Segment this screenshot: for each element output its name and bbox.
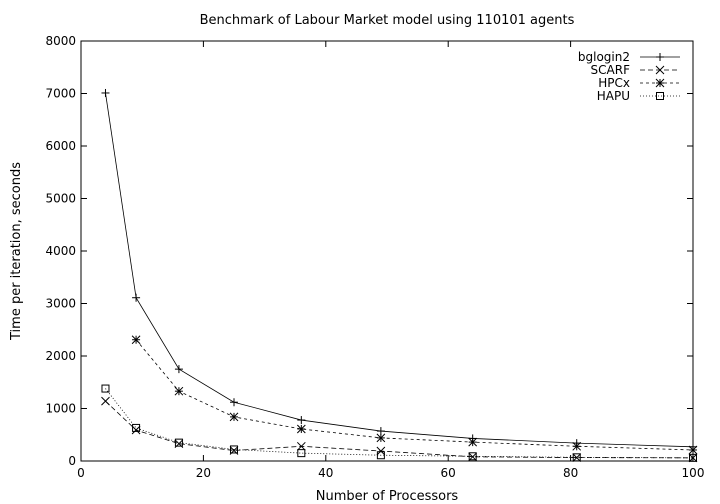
series-line [105, 400, 694, 459]
data-point [689, 453, 697, 462]
data-point [572, 453, 582, 462]
series-line [135, 339, 694, 451]
legend-label: HPCx [598, 76, 630, 90]
series-group [101, 88, 698, 463]
data-point [174, 438, 183, 447]
data-point [296, 441, 306, 451]
series-hpcx [131, 335, 698, 455]
legend-label: HAPU [597, 89, 630, 103]
series-scarf [101, 396, 698, 463]
series-hapu [101, 384, 697, 462]
legend-marker [656, 92, 664, 100]
data-point [101, 88, 110, 97]
data-point [297, 449, 306, 458]
x-tick-label: 60 [441, 466, 456, 480]
data-point [132, 293, 141, 302]
data-point [376, 446, 386, 456]
data-point [174, 386, 184, 396]
y-axis-label: Time per iteration, seconds [9, 162, 24, 341]
y-tick-label: 8000 [45, 34, 76, 48]
plot-frame [80, 40, 694, 462]
y-tick-label: 5000 [45, 192, 76, 206]
data-point [688, 445, 698, 455]
data-point [468, 452, 477, 461]
x-tick-label: 80 [563, 466, 578, 480]
x-tick-label: 0 [77, 466, 85, 480]
data-point [229, 412, 239, 422]
x-tick-label: 20 [196, 466, 211, 480]
y-tick-label: 0 [68, 454, 76, 468]
y-tick-label: 2000 [45, 349, 76, 363]
data-point [101, 384, 110, 393]
data-point [131, 335, 141, 345]
legend-label: bglogin2 [578, 50, 630, 64]
data-point [468, 437, 478, 447]
data-point [296, 424, 306, 434]
data-point [132, 423, 141, 432]
x-tick-label: 40 [318, 466, 333, 480]
data-point [230, 398, 238, 407]
data-point [101, 396, 110, 406]
data-point [174, 365, 183, 374]
data-point [572, 441, 582, 451]
data-point [131, 425, 141, 435]
data-point [376, 433, 386, 443]
data-point [297, 416, 306, 425]
data-point [376, 427, 385, 436]
y-tick-label: 6000 [45, 139, 76, 153]
legend-marker [655, 78, 665, 88]
chart-title: Benchmark of Labour Market model using 1… [200, 13, 575, 28]
x-axis-label: Number of Processors [316, 489, 459, 504]
data-point [230, 445, 238, 454]
x-tick-label: 100 [682, 466, 705, 480]
y-tick-label: 1000 [45, 402, 76, 416]
y-tick-label: 3000 [45, 297, 76, 311]
y-tick-label: 4000 [45, 244, 76, 258]
legend-marker [655, 65, 665, 75]
y-tick-label: 7000 [45, 87, 76, 101]
data-point [376, 451, 385, 460]
data-point [572, 453, 581, 462]
series-line [105, 92, 694, 448]
legend-label: SCARF [591, 63, 631, 77]
axis-ticks: 0 20 40 60 80 1000100020003000400050006000700… [45, 34, 704, 480]
legend-marker [656, 53, 664, 61]
